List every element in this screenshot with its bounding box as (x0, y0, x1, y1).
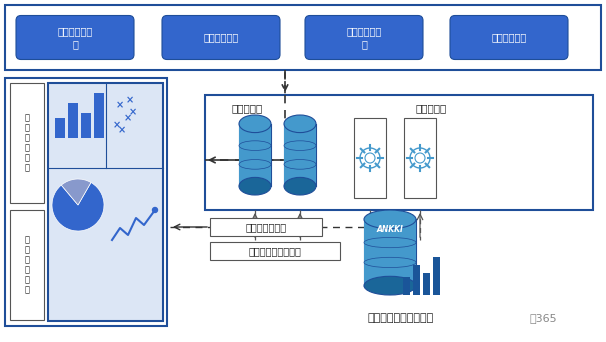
FancyBboxPatch shape (305, 15, 423, 60)
Ellipse shape (284, 115, 316, 133)
Text: 资产风险评估: 资产风险评估 (491, 32, 527, 42)
Wedge shape (52, 183, 104, 231)
Bar (5, 5, 601, 70)
Text: 安
全
态
势
视
图: 安 全 态 势 视 图 (24, 235, 30, 294)
Text: ×: × (126, 95, 134, 105)
Bar (433, 257, 440, 295)
Bar (94, 93, 104, 138)
Text: 核心数据库: 核心数据库 (232, 103, 263, 113)
Bar (284, 124, 316, 186)
FancyBboxPatch shape (16, 15, 134, 60)
Bar (413, 265, 420, 295)
Bar (239, 124, 271, 186)
Bar (364, 219, 416, 286)
Text: ANKKI: ANKKI (376, 225, 404, 235)
Text: 数
据
分
布
视
图: 数 据 分 布 视 图 (24, 114, 30, 173)
Text: ×: × (118, 125, 126, 135)
Text: ×: × (124, 113, 132, 123)
Bar (423, 273, 430, 295)
Bar (5, 78, 167, 326)
Bar (10, 83, 44, 203)
Ellipse shape (284, 177, 316, 195)
Circle shape (153, 208, 158, 212)
Text: ×: × (113, 120, 121, 130)
Wedge shape (61, 179, 91, 205)
Text: 数据发现、分类分级: 数据发现、分类分级 (248, 246, 301, 256)
Bar (210, 242, 340, 260)
Bar (81, 113, 91, 138)
Text: ×: × (129, 107, 137, 117)
Text: 案365: 案365 (530, 313, 558, 323)
Bar (403, 277, 410, 295)
Bar (10, 210, 44, 320)
Bar (68, 103, 78, 138)
Text: 数据库资产管
理: 数据库资产管 理 (58, 26, 93, 49)
Text: ×: × (116, 100, 124, 110)
Bar (48, 83, 163, 321)
Ellipse shape (364, 210, 416, 229)
Text: 数据安全分类分级系统: 数据安全分类分级系统 (368, 313, 435, 323)
Ellipse shape (239, 115, 271, 133)
Text: 资产分布和权
限: 资产分布和权 限 (347, 26, 382, 49)
Bar (404, 118, 436, 198)
Text: 其它数据源: 其它数据源 (415, 103, 446, 113)
Ellipse shape (239, 177, 271, 195)
Ellipse shape (364, 276, 416, 295)
Bar (210, 218, 322, 236)
Text: 数据资产管理: 数据资产管理 (204, 32, 239, 42)
Bar (55, 118, 65, 138)
Bar (205, 95, 593, 210)
Bar (354, 118, 386, 198)
FancyBboxPatch shape (450, 15, 568, 60)
Text: 安全评估、分析: 安全评估、分析 (245, 222, 287, 232)
FancyBboxPatch shape (162, 15, 280, 60)
